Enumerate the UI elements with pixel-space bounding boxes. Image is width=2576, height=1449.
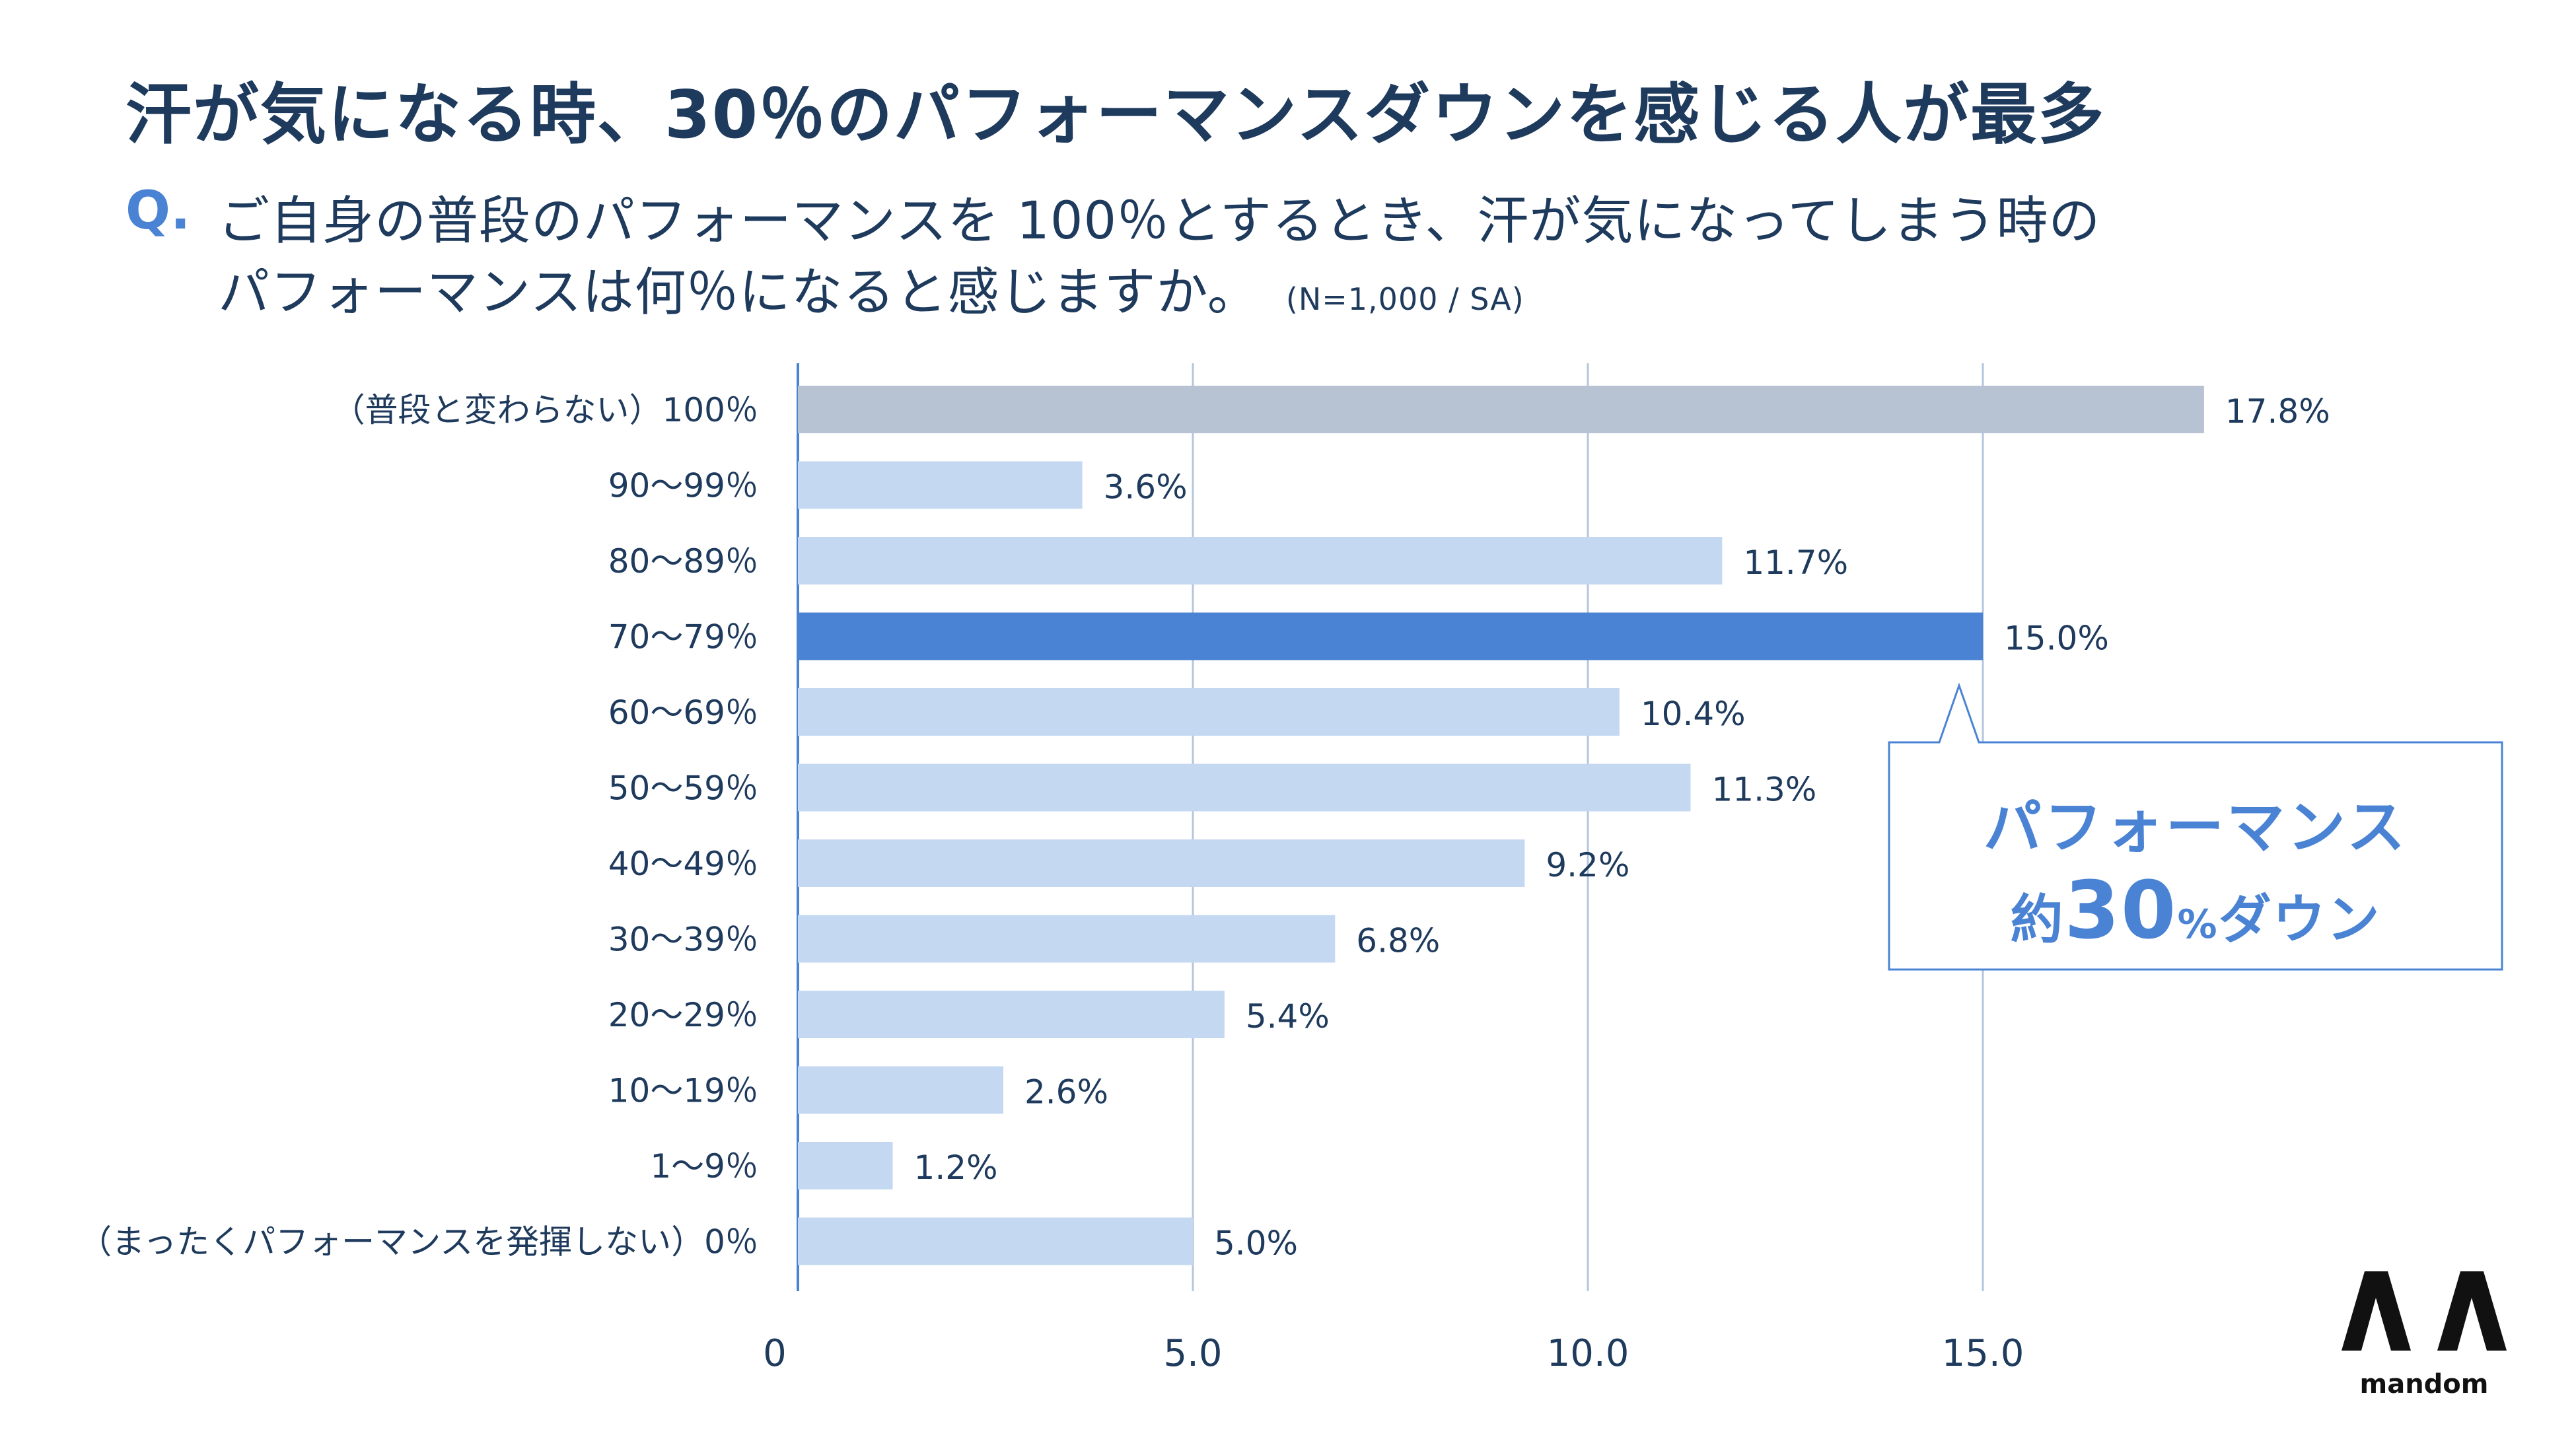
category-label: 70〜79％ [608, 618, 758, 656]
x-axis-tick-labels: 0 5.0 10.0 15.0 [763, 1332, 2024, 1375]
question-line-1: ご自身の普段のパフォーマンスを 100％とするとき、汗が気になってしまう時の [218, 192, 2101, 251]
value-labels: 17.8% 3.6% 11.7% 15.0% 10.4% 11.3% 9.2% 6.8% 5.4… [914, 392, 2330, 1263]
question-prefix: Q. [125, 180, 191, 241]
value-label: 5.4% [1246, 997, 1330, 1036]
bar [798, 915, 1336, 963]
category-label: 50〜59％ [608, 769, 758, 808]
bar [798, 991, 1225, 1038]
bar [798, 1142, 893, 1189]
category-label: 40〜49％ [608, 845, 758, 883]
callout-box: パフォーマンス 約30%ダウン [1888, 682, 2503, 971]
value-label: 9.2% [1546, 846, 1629, 884]
callout-down: ダウン [2218, 889, 2381, 950]
category-label: 90〜99％ [608, 467, 758, 505]
question-line-2: パフォーマンスは何％になると感じますか。 (N=1,000 / SA) [218, 251, 1524, 325]
value-label: 15.0% [2004, 619, 2109, 658]
value-label: 11.3% [1711, 771, 1816, 809]
x-tick-label: 10.0 [1547, 1332, 1629, 1375]
callout-number: 30 [2064, 865, 2178, 957]
logo-text: mandom [2359, 1369, 2489, 1399]
value-label: 17.8% [2225, 392, 2330, 431]
value-label: 10.4% [1641, 695, 1746, 733]
bar [798, 839, 1525, 887]
value-label: 3.6% [1104, 468, 1188, 507]
bar [798, 461, 1083, 509]
bar [798, 1066, 1003, 1114]
x-tick-label: 15.0 [1942, 1332, 2024, 1375]
value-label: 1.2% [914, 1149, 998, 1187]
value-label: 5.0% [1214, 1224, 1298, 1263]
mandom-logo [2342, 1271, 2507, 1351]
bar [798, 763, 1691, 812]
bar [798, 386, 2204, 433]
bar [798, 537, 1723, 584]
callout-percent: % [2177, 901, 2219, 948]
value-label: 6.8% [1356, 922, 1440, 960]
sample-note: (N=1,000 / SA) [1285, 281, 1524, 317]
callout-line-1: パフォーマンス [1983, 793, 2408, 861]
category-label: 1〜9％ [650, 1147, 758, 1185]
value-label: 11.7% [1743, 544, 1848, 582]
bar [798, 1217, 1193, 1265]
x-tick-label: 5.0 [1163, 1332, 1222, 1375]
category-label: 20〜29％ [608, 996, 758, 1034]
callout-line-2: 約30%ダウン [1888, 865, 2503, 957]
bar [798, 688, 1620, 736]
category-label: 60〜69％ [608, 693, 758, 732]
category-label: 10〜19％ [608, 1072, 758, 1110]
category-label: （まったくパフォーマンスを発揮しない）0％ [79, 1223, 758, 1261]
page-title: 汗が気になる時、30％のパフォーマンスダウンを感じる人が最多 [125, 76, 2106, 153]
category-label: 30〜39％ [608, 921, 758, 959]
x-tick-label: 0 [763, 1332, 787, 1375]
category-label: （普段と変わらない）100％ [332, 391, 758, 429]
callout-approx: 約 [2010, 889, 2065, 950]
bar [798, 612, 1983, 660]
category-labels: （普段と変わらない）100％ 90〜99％ 80〜89％ 70〜79％ 60〜69％ 50… [79, 391, 758, 1261]
category-label: 80〜89％ [608, 542, 758, 581]
callout-bubble [1888, 682, 2503, 971]
bars [798, 386, 2204, 1265]
question-line-2-text: パフォーマンスは何％になると感じますか。 [218, 263, 1260, 322]
value-label: 2.6% [1024, 1073, 1108, 1112]
